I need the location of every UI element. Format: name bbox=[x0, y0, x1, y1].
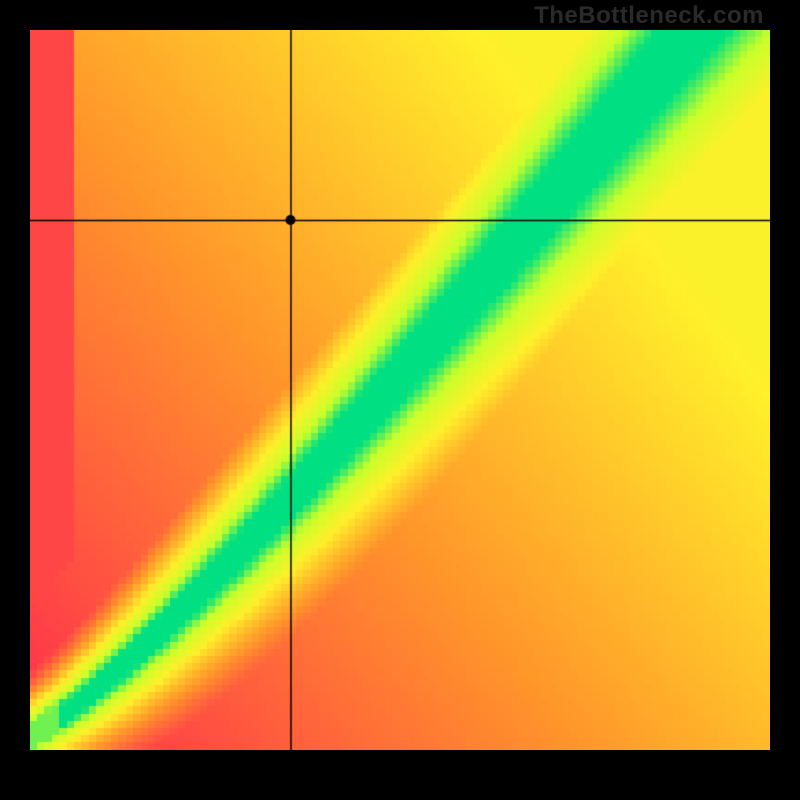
heatmap-canvas bbox=[30, 30, 770, 750]
heatmap-plot bbox=[30, 30, 770, 750]
watermark-text: TheBottleneck.com bbox=[534, 2, 764, 30]
